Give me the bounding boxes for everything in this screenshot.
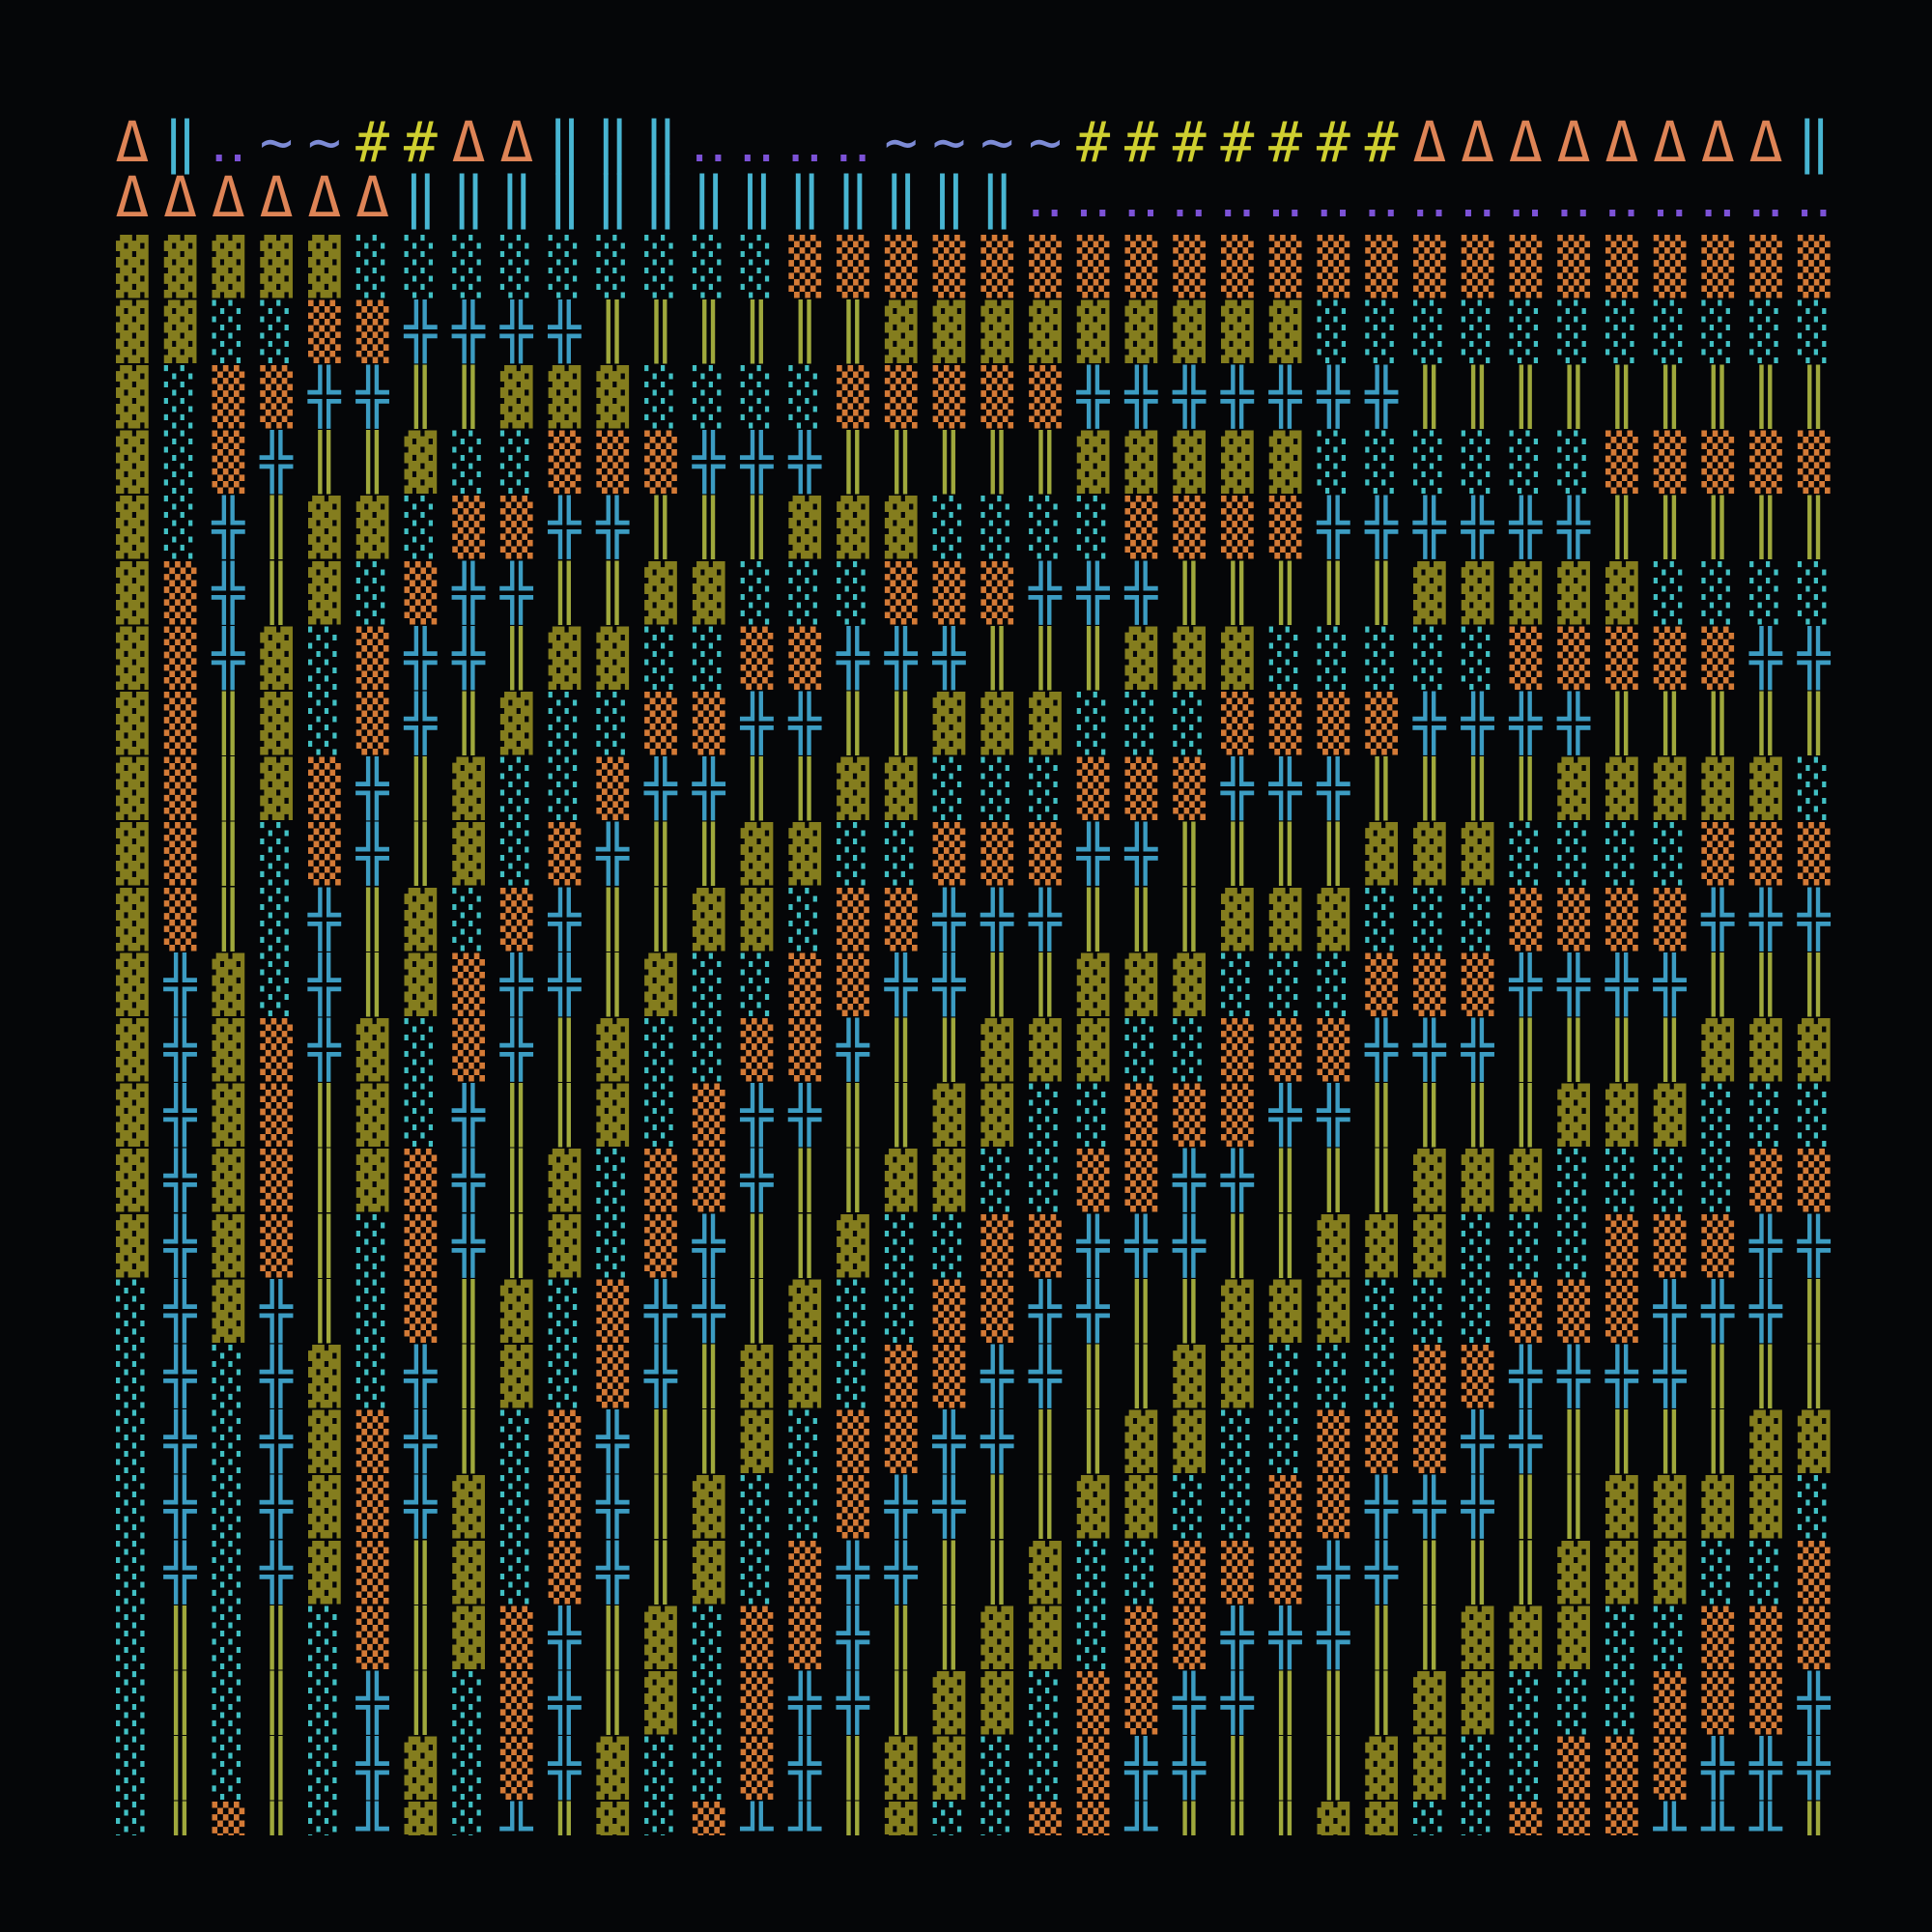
header-line: Δ Δ Δ Δ Δ Δ ‖ ‖ ‖ ‖ ‖ ‖ ‖ ‖ ‖ ‖ ‖ ‖ ‖ ‥ ‥ ‥ ‥ ‥ ‥ ‥ ‥ ‥ ‥ ‥ ‥ ‥ ‥ ‥ ‥ ‥ — [115, 164, 1833, 230]
map-row: ▓ ░ ▒ ▒ ╬ ╬ ║ ║ ▓ ▓ ▓ ░ ░ ░ ░ ▒ ▒ ▒ ▒ ▒ ╬ ╬ ╬ ╬ ╬ ╬ ╬ ║ ║ ║ ║ ║ ║ ║ ║ ║ — [116, 364, 1831, 429]
map-row: ▓ ▒ ║ ▓ ▒ ╬ ║ ▓ ░ ░ ▒ ╬ ╬ ║ ║ ▓ ▓ ░ ░ ░ ▒ ▒ ▒ ╬ ╬ ╬ ║ ║ ║ ║ ▓ ▓ ▓ ▓ ▓ ░ — [116, 755, 1831, 820]
map-row: ░ ╬ ░ ╬ ▓ ▒ ║ ▓ ░ ▒ ╬ ║ ▓ ░ ▒ ╬ ╬ ║ ║ ▓ ░ ░ ▒ ▒ ▒ ╬ ╬ ║ ║ ║ ▓ ▓ ▓ ░ ░ ▒ — [116, 1539, 1831, 1604]
map-row: ░ ╬ ▓ ╬ ║ ░ ▒ ║ ▓ ░ ▒ ╬ ╬ ║ ▓ ░ ░ ▒ ▒ ╬ ╬ ║ ║ ▓ ▓ ▓ ░ ░ ░ ▒ ▒ ▒ ╬ ╬ ╬ ║ — [116, 1278, 1831, 1343]
map-row: ▓ ▒ ╬ ▓ ░ ▒ ╬ ╬ ║ ▓ ▓ ░ ░ ▒ ▒ ╬ ╬ ╬ ║ ║ ║ ▓ ▓ ▓ ░ ░ ░ ░ ░ ▒ ▒ ▒ ▒ ▒ ╬ ╬ — [116, 625, 1832, 690]
map-row: ▓ ▒ ║ ▓ ░ ▒ ╬ ║ ▓ ░ ░ ▒ ▒ ╬ ╬ ║ ║ ▓ ▓ ▓ ░ ░ ░ ▒ ▒ ▒ ▒ ╬ ╬ ╬ ╬ ║ ║ ║ ║ ║ — [116, 691, 1831, 755]
map-layer: Δ ‖ ‥ ~ ~ # # Δ Δ ‖ ‖ ‖ ‥ ‥ ‥ ‥ ~ ~ ~ ~ # # # # # # # Δ Δ Δ Δ Δ Δ Δ Δ ‖Δ Δ Δ Δ… — [115, 109, 1833, 1865]
map-row: ▓ ▓ ░ ░ ▒ ▒ ╬ ╬ ╬ ╬ ║ ║ ║ ║ ║ ║ ▓ ▓ ▓ ▓ ▓ ▓ ▓ ▓ ▓ ░ ░ ░ ░ ░ ░ ░ ░ ░ ░ ░ — [116, 298, 1831, 363]
map-row: ░ ║ ░ ║ ░ ╬ ║ ░ ▒ ╬ ║ ▓ ░ ▒ ╬ ╬ ║ ▓ ▓ ░ ▒ ▒ ╬ ╬ ║ ║ ║ ▓ ▓ ░ ░ ░ ▒ ▒ ▒ ╬ — [116, 1670, 1832, 1735]
map-row: ░ ║ ▒ ║ ░ ╬ ▓ ░ ╬ ║ ▓ ░ ▒ ╬ ╬ ║ ▓ ░ ░ ▒ ▒ ╬ ║ ║ ║ ▓ ▓ ░ ░ ▒ ▒ ▒ ╬ ╬ ╬ ║ — [116, 1801, 1831, 1865]
header-line: Δ ‖ ‥ ~ ~ # # Δ Δ ‖ ‖ ‖ ‥ ‥ ‥ ‥ ~ ~ ~ ~ # # # # # # # Δ Δ Δ Δ Δ Δ Δ Δ ‖ — [115, 109, 1831, 175]
map-row: ▓ ╬ ▓ ▒ ║ ░ ▒ ╬ ║ ▓ ░ ▒ ╬ ║ ║ ▓ ░ ░ ▒ ▒ ╬ ╬ ╬ ║ ║ ▓ ▓ ▓ ░ ░ ░ ▒ ▒ ▒ ╬ ╬ — [116, 1212, 1832, 1277]
map-row: ▓ ╬ ▓ ▒ ║ ▓ ░ ╬ ║ ║ ▓ ░ ▒ ╬ ╬ ║ ║ ▓ ▓ ░ ░ ▒ ▒ ▒ ╬ ╬ ║ ║ ║ ║ ▓ ▓ ▓ ░ ░ ░ — [116, 1082, 1831, 1147]
map-row: ▓ ╬ ▓ ▒ ╬ ▓ ░ ▒ ╬ ║ ▓ ░ ░ ▒ ▒ ╬ ║ ║ ▓ ▓ ▓ ░ ░ ▒ ▒ ▒ ╬ ╬ ╬ ║ ║ ║ ║ ▓ ▓ ▓ — [116, 1017, 1831, 1082]
map-row: ▓ ▒ ║ ░ ╬ ║ ▓ ░ ▒ ╬ ║ ║ ▓ ▓ ░ ▒ ▒ ╬ ╬ ╬ ║ ║ ║ ▓ ▓ ▓ ░ ░ ░ ▒ ▒ ▒ ▒ ╬ ╬ ╬ — [116, 886, 1832, 951]
map-row: ▓ ╬ ▓ ▒ ║ ▓ ▒ ╬ ║ ▓ ░ ▒ ▒ ╬ ║ ║ ▓ ▓ ░ ░ ▒ ▒ ╬ ╬ ║ ║ ║ ▓ ▓ ▓ ░ ░ ░ ░ ▒ ▒ — [116, 1148, 1831, 1212]
map-row: ░ ║ ░ ║ ░ ▒ ║ ▓ ▒ ╬ ║ ▓ ░ ▒ ▒ ╬ ║ ║ ▓ ▓ ░ ▒ ▒ ╬ ╬ ╬ ║ ║ ▓ ▓ ▓ ░ ░ ▒ ▒ ▒ — [116, 1605, 1831, 1669]
map-row: ▓ ░ ▒ ╬ ║ ║ ▓ ░ ░ ▒ ▒ ▒ ╬ ╬ ╬ ║ ║ ║ ║ ║ ▓ ▓ ▓ ▓ ▓ ░ ░ ░ ░ ░ ░ ▒ ▒ ▒ ▒ ▒ — [116, 429, 1831, 494]
map-row: ▓ ░ ╬ ║ ▓ ▓ ░ ▒ ▒ ╬ ╬ ║ ║ ║ ▓ ▓ ▓ ░ ░ ░ ░ ▒ ▒ ▒ ▒ ╬ ╬ ╬ ╬ ╬ ╬ ║ ║ ║ ║ ║ — [116, 495, 1831, 559]
map-row: ░ ╬ ░ ╬ ▓ ░ ╬ ║ ▓ ░ ▒ ╬ ║ ▓ ▓ ░ ▒ ▒ ╬ ╬ ║ ║ ▓ ▓ ░ ░ ░ ▒ ▒ ╬ ╬ ╬ ╬ ║ ║ ║ — [116, 1344, 1831, 1408]
map-row: ▓ ▒ ║ ░ ▒ ╬ ║ ▓ ░ ▒ ╬ ║ ║ ▓ ▓ ░ ░ ▒ ▒ ▒ ╬ ╬ ║ ║ ║ ║ ▓ ▓ ▓ ░ ░ ░ ░ ▒ ▒ ▒ — [116, 821, 1831, 886]
map-row: ░ ╬ ░ ╬ ▓ ▒ ╬ ║ ░ ▒ ╬ ║ ║ ▓ ░ ▒ ▒ ╬ ╬ ║ ║ ▓ ▓ ░ ░ ▒ ▒ ▒ ╬ ╬ ║ ║ ║ ║ ▓ ▓ — [116, 1408, 1831, 1473]
map-row: ░ ╬ ░ ╬ ▓ ▒ ╬ ▓ ░ ▒ ╬ ║ ▓ ░ ░ ▒ ╬ ╬ ║ ║ ▓ ▓ ░ ░ ▒ ▒ ╬ ╬ ╬ ║ ║ ▓ ▓ ▓ ▓ ░ — [116, 1474, 1831, 1539]
map-row: ░ ║ ░ ║ ░ ╬ ▓ ░ ▒ ╬ ▓ ░ ░ ▒ ╬ ║ ▓ ▓ ░ ░ ▒ ╬ ╬ ║ ║ ║ ▓ ▓ ░ ░ ▒ ▒ ▒ ╬ ╬ ╬ — [116, 1735, 1832, 1800]
map-row: ▓ ▓ ▓ ▓ ▓ ░ ░ ░ ░ ░ ░ ░ ░ ░ ▒ ▒ ▒ ▒ ▒ ▒ ▒ ▒ ▒ ▒ ▒ ▒ ▒ ▒ ▒ ▒ ▒ ▒ ▒ ▒ ▒ ▒ — [116, 233, 1831, 298]
map-row: ▓ ▒ ╬ ║ ▓ ░ ▒ ╬ ╬ ║ ║ ▓ ▓ ░ ░ ░ ▒ ▒ ▒ ╬ ╬ ╬ ║ ║ ║ ║ ║ ▓ ▓ ▓ ▓ ▓ ░ ░ ░ ░ — [116, 559, 1831, 624]
map-row: ▓ ╬ ▓ ░ ╬ ║ ▓ ▒ ╬ ╬ ║ ▓ ░ ░ ▒ ▒ ╬ ╬ ║ ║ ▓ ▓ ▓ ░ ░ ░ ▒ ▒ ▒ ╬ ╬ ╬ ╬ ║ ║ ║ — [116, 952, 1831, 1016]
